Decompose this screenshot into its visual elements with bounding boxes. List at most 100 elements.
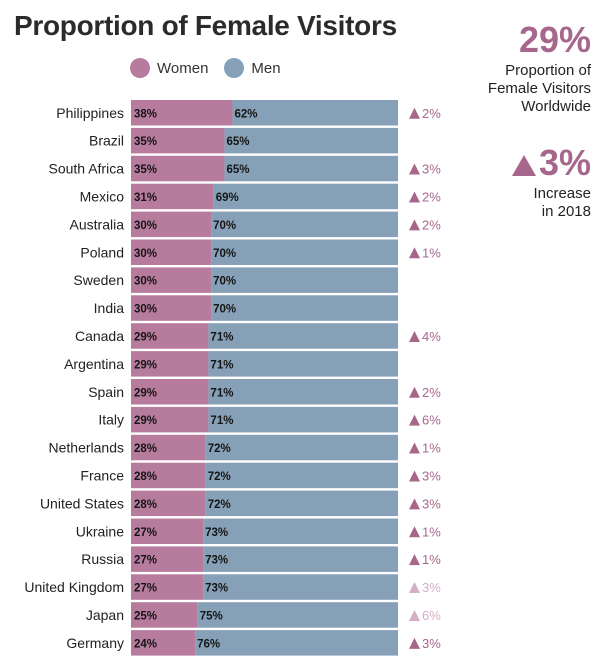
data-label-men: 62% [234,108,257,120]
kpi-increase-value-row: 3% [511,142,591,183]
triangle-up-icon [409,637,420,649]
category-label: Netherlands [49,440,125,456]
change-label: 1% [422,245,441,260]
data-label-women: 35% [134,164,157,176]
bar-men [205,462,398,489]
bar-men [195,630,398,656]
category-label: United States [40,495,124,511]
data-label-men: 73% [205,527,228,539]
data-label-men: 70% [213,220,236,232]
data-label-men: 72% [208,443,231,455]
data-label-women: 25% [134,610,157,622]
triangle-up-icon [409,107,420,119]
category-label: Spain [88,384,124,400]
change-label: 2% [422,106,441,121]
bar-men [197,602,398,628]
data-label-women: 38% [134,108,157,120]
data-label-women: 29% [134,331,157,343]
triangle-up-icon [409,219,420,231]
change-label: 2% [422,217,441,232]
category-label: Italy [98,412,124,428]
bar-women [131,462,206,489]
category-label: United Kingdom [24,579,124,595]
data-label-men: 71% [210,331,233,343]
bar-women [131,490,206,517]
change-label: 3% [422,162,441,177]
bar-women [131,267,212,293]
legend-swatch-men [224,58,245,78]
bar-men [205,490,398,517]
kpi-increase-label: Increase in 2018 [512,185,591,221]
bar-women [131,630,196,656]
data-label-women: 27% [134,527,157,539]
bar-women [131,211,212,238]
bar-men [211,211,398,238]
legend-item-men: Men [224,58,281,78]
data-label-men: 65% [226,136,249,148]
kpi-label-line: in 2018 [541,203,591,220]
change-label: 4% [422,329,441,344]
change-label: 1% [422,441,441,456]
data-label-women: 30% [134,248,157,260]
change-label: 2% [422,385,441,400]
bar-men [211,239,398,265]
data-label-men: 76% [197,638,220,650]
triangle-up-icon [409,191,420,203]
kpi-female-proportion: 29% Proportion of Female Visitors Worldw… [488,22,591,116]
bar-women [131,155,225,182]
kpi-label-line: Worldwide [521,98,591,115]
bar-men [205,434,398,461]
data-label-women: 28% [134,499,157,511]
data-label-women: 29% [134,387,157,399]
bar-women [131,602,198,628]
triangle-up-icon [409,554,420,566]
triangle-up-icon [409,498,420,510]
bar-men [213,183,398,210]
bar-women [131,323,209,349]
category-label: Canada [75,328,124,344]
kpi-increase-value: 3% [538,142,591,183]
data-label-women: 28% [134,471,157,483]
legend-label-women: Women [157,59,209,77]
bar-men [232,100,398,126]
category-label: Argentina [64,356,124,372]
change-label: 6% [422,413,441,428]
data-label-women: 35% [134,136,157,148]
triangle-up-icon [409,442,420,454]
bar-men [211,267,398,293]
change-label: 3% [422,468,441,483]
triangle-up-icon [409,386,420,398]
triangle-up-icon [409,247,420,259]
bar-men [208,323,398,349]
kpi-female-proportion-label: Proportion of Female Visitors Worldwide [488,62,591,116]
change-label: 2% [422,189,441,204]
bar-women [131,406,209,433]
triangle-up-icon [409,582,420,594]
bar-men [203,546,398,572]
bar-men [208,406,398,433]
bar-men [224,127,398,154]
category-label: Japan [86,607,124,623]
data-label-men: 69% [216,192,239,204]
data-label-women: 27% [134,555,157,567]
category-label: Russia [81,551,124,567]
bar-women [131,295,212,321]
triangle-up-icon [409,330,420,342]
data-label-women: 28% [134,443,157,455]
triangle-up-icon [409,470,420,482]
data-label-men: 70% [213,248,236,260]
data-label-women: 30% [134,276,157,288]
chart-title: Proportion of Female Visitors [14,10,397,41]
category-label: Ukraine [76,523,124,539]
data-label-men: 73% [205,583,228,595]
bar-women [131,379,209,405]
bar-men [208,351,398,377]
data-label-women: 30% [134,304,157,316]
legend: Women Men [130,58,297,78]
bar-men [208,379,398,405]
category-label: Brazil [89,133,124,149]
bar-women [131,100,233,126]
bar-women [131,574,204,600]
change-label: 3% [422,580,441,595]
